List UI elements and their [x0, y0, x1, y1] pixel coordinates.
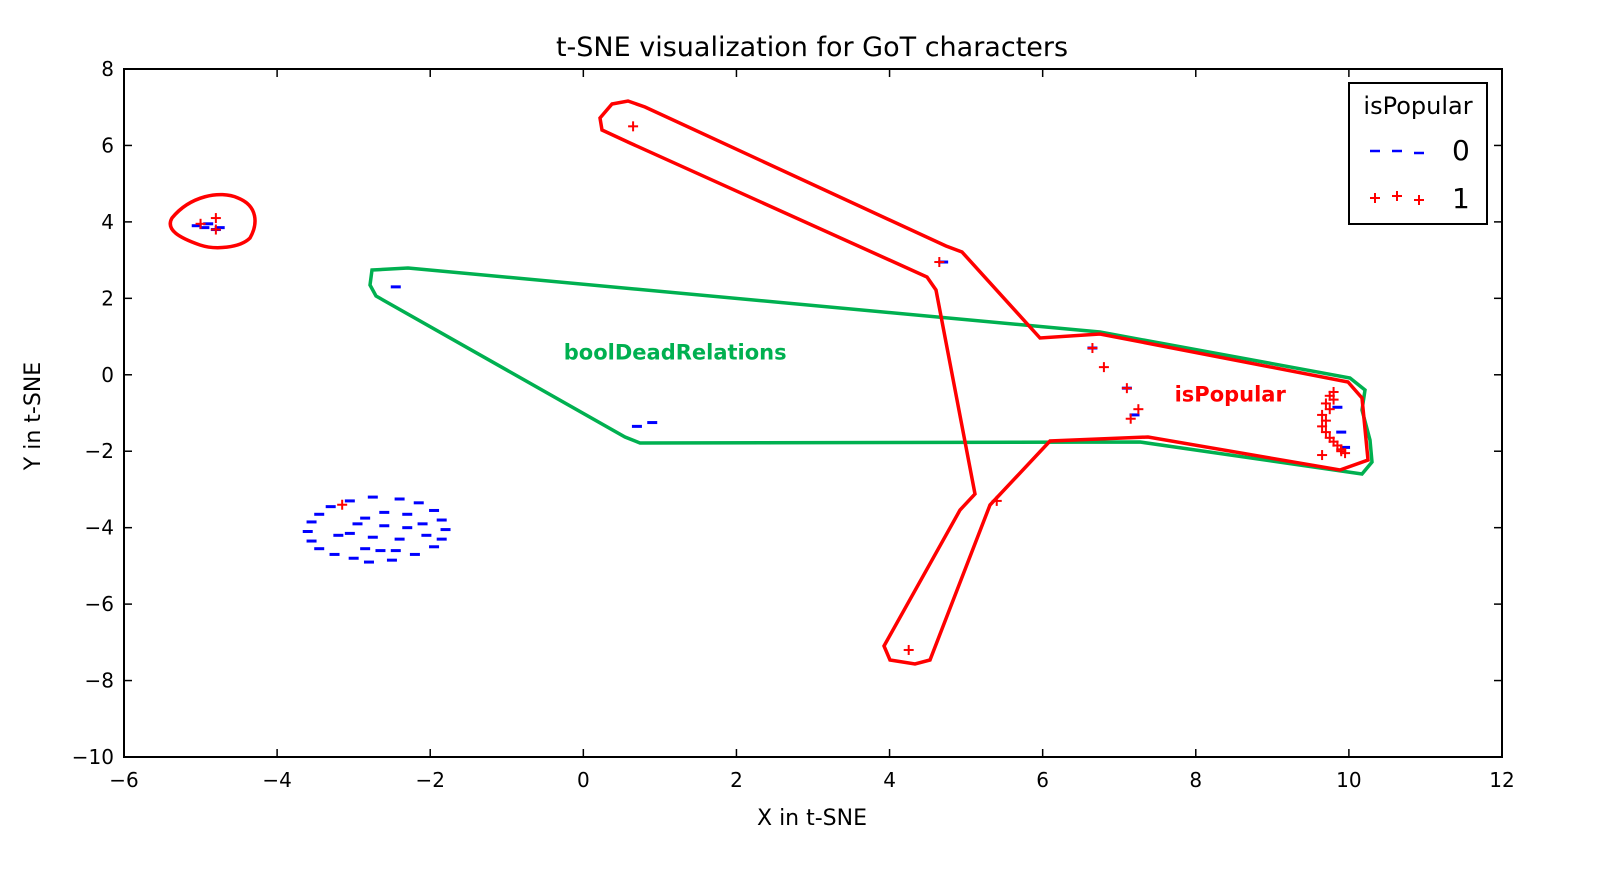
booldeadrelations-outline: [368, 266, 1374, 476]
legend-entry-0: 0: [1370, 134, 1470, 167]
series-1-markers: [195, 121, 1351, 655]
data-point: [1324, 404, 1335, 415]
data-point: [1133, 404, 1144, 415]
data-point: [1121, 383, 1132, 394]
x-axis-label: X in t-SNE: [757, 806, 867, 831]
y-tick-label: 2: [101, 286, 114, 310]
x-tick-label: 12: [1489, 768, 1514, 792]
data-point: [1317, 450, 1328, 461]
data-point: [934, 257, 945, 268]
x-tick-label: 8: [1189, 768, 1202, 792]
legend-entry-1: 1: [1370, 182, 1470, 215]
data-point: [337, 499, 348, 510]
y-tick-label: −6: [85, 592, 114, 616]
x-tick-label: 4: [883, 768, 896, 792]
legend: isPopular 0 1: [1348, 82, 1488, 225]
x-tick-label: 10: [1336, 768, 1361, 792]
plot-frame: [123, 68, 1503, 758]
x-tick-label: −4: [262, 768, 291, 792]
data-point: [1098, 362, 1109, 373]
data-point: [1336, 446, 1347, 457]
plot-area: [123, 68, 1503, 758]
annotations: boolDeadRelations isPopular: [564, 340, 1287, 406]
chart-title: t-SNE visualization for GoT characters: [556, 32, 1068, 63]
data-point: [210, 224, 221, 235]
data-point: [210, 213, 221, 224]
ispopular-outline: [598, 99, 1370, 666]
data-point: [1320, 398, 1331, 409]
data-point: [1317, 409, 1328, 420]
data-point: [1320, 427, 1331, 438]
legend-label-1: 1: [1452, 182, 1470, 215]
data-point: [1392, 191, 1402, 201]
y-tick-label: 6: [101, 133, 114, 157]
data-point: [628, 121, 639, 132]
cluster-outline-left: [168, 192, 257, 250]
data-point: [195, 218, 206, 229]
x-tick-label: −2: [415, 768, 444, 792]
y-tick-label: 8: [101, 57, 114, 81]
y-axis-label: Y in t-SNE: [21, 362, 46, 471]
annotation-label: boolDeadRelations: [564, 340, 787, 364]
x-tick-label: −6: [109, 768, 138, 792]
data-point: [1125, 413, 1136, 424]
data-point: [1370, 193, 1380, 203]
y-tick-label: −4: [85, 516, 114, 540]
y-tick-label: −8: [85, 669, 114, 693]
y-tick-label: 0: [101, 363, 114, 387]
x-tick-label: 0: [577, 768, 590, 792]
data-point: [1087, 343, 1098, 354]
legend-title: isPopular: [1363, 92, 1472, 120]
y-tick-label: 4: [101, 210, 114, 234]
data-point: [1328, 386, 1339, 397]
y-tick-label: −2: [85, 439, 114, 463]
data-point: [1414, 195, 1424, 205]
data-point: [903, 644, 914, 655]
x-tick-label: 2: [730, 768, 743, 792]
data-point: [991, 495, 1002, 506]
cluster-outlines: [168, 99, 1374, 666]
legend-label-0: 0: [1452, 134, 1470, 167]
annotation-label: isPopular: [1175, 383, 1287, 407]
y-tick-label: −10: [72, 745, 114, 769]
data-point: [1320, 415, 1331, 426]
x-tick-label: 6: [1036, 768, 1049, 792]
data-point: [1317, 421, 1328, 432]
